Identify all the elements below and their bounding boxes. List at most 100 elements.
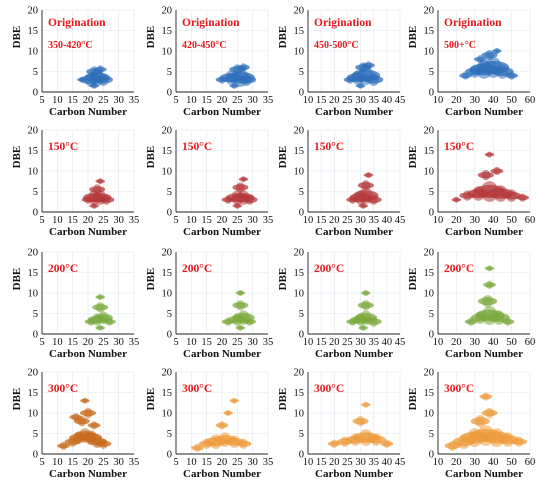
y-tick-label: 15: [162, 388, 173, 399]
data-marker: [72, 412, 80, 422]
x-tick-label: 45: [395, 215, 406, 226]
x-axis-label: Carbon Number: [315, 106, 393, 118]
x-axis-label: Carbon Number: [445, 226, 523, 238]
x-tick-label: 25: [342, 215, 353, 226]
y-tick-label: 5: [33, 309, 38, 320]
x-tick-label: 50: [506, 95, 517, 106]
panel-subtitle: 450-500°C: [314, 40, 359, 51]
x-tick-label: 40: [382, 95, 393, 106]
data-marker: [486, 151, 493, 158]
data-marker: [368, 73, 379, 86]
x-tick-label: 30: [470, 337, 481, 348]
data-marker: [82, 397, 88, 404]
panel-title: Origination: [444, 17, 502, 29]
x-tick-label: 35: [368, 95, 379, 106]
data-marker: [508, 71, 516, 80]
y-tick-label: 0: [33, 88, 38, 99]
y-tick-label: 15: [28, 26, 39, 37]
x-tick-label: 30: [470, 457, 481, 468]
data-marker: [365, 171, 372, 179]
x-axis-label: Carbon Number: [445, 468, 523, 480]
y-tick-label: 20: [424, 368, 435, 379]
y-axis-label: DBE: [277, 26, 289, 49]
data-marker: [246, 317, 254, 326]
data-marker: [485, 407, 494, 419]
x-tick-label: 40: [488, 215, 499, 226]
y-tick-label: 0: [33, 208, 38, 219]
data-marker: [360, 202, 366, 209]
data-marker: [245, 194, 255, 205]
y-axis-label: DBE: [277, 146, 289, 169]
data-marker: [92, 184, 102, 195]
y-axis-label: DBE: [145, 388, 157, 411]
data-marker: [234, 202, 240, 209]
data-marker: [236, 182, 245, 193]
x-axis-label: Carbon Number: [49, 106, 127, 118]
panel-subtitle: 300°C: [444, 383, 474, 395]
panel-title: Origination: [48, 17, 106, 29]
x-tick-label: 40: [488, 95, 499, 106]
data-marker: [482, 294, 493, 308]
data-marker: [97, 178, 103, 185]
data-marker: [102, 194, 111, 205]
panel-subtitle: 150°C: [314, 141, 344, 153]
y-tick-label: 20: [424, 6, 435, 17]
x-tick-label: 20: [451, 337, 462, 348]
data-marker: [369, 316, 379, 327]
data-marker: [514, 436, 524, 447]
x-tick-label: 25: [98, 457, 109, 468]
x-tick-label: 10: [52, 457, 63, 468]
y-tick-label: 20: [162, 6, 173, 17]
data-marker: [91, 82, 97, 89]
y-tick-label: 15: [294, 146, 305, 157]
x-tick-label: 20: [83, 337, 94, 348]
y-tick-label: 20: [28, 248, 39, 259]
y-tick-label: 15: [294, 268, 305, 279]
y-axis-label: DBE: [277, 268, 289, 291]
data-marker: [486, 265, 493, 272]
panel-subtitle: 200°C: [48, 263, 78, 275]
data-marker: [97, 324, 103, 331]
data-marker: [356, 416, 365, 427]
x-axis-label: Carbon Number: [315, 348, 393, 360]
panel-subtitle: 420-450°C: [182, 40, 227, 51]
y-tick-label: 20: [424, 248, 435, 259]
x-tick-label: 50: [506, 337, 517, 348]
panel-subtitle: 300°C: [182, 383, 212, 395]
x-tick-label: 10: [433, 457, 444, 468]
panel-subtitle: 200°C: [314, 263, 344, 275]
x-tick-label: 30: [470, 95, 481, 106]
data-marker: [504, 317, 512, 326]
x-tick-label: 20: [83, 215, 94, 226]
x-tick-label: 15: [67, 457, 78, 468]
y-tick-label: 20: [162, 126, 173, 137]
y-tick-label: 10: [424, 47, 435, 58]
x-tick-label: 20: [329, 215, 340, 226]
x-tick-label: 30: [113, 95, 124, 106]
y-tick-label: 15: [424, 146, 435, 157]
data-marker: [59, 441, 67, 450]
x-tick-label: 10: [186, 457, 197, 468]
y-axis-label: DBE: [145, 146, 157, 169]
x-tick-label: 45: [395, 95, 406, 106]
x-tick-label: 35: [263, 95, 274, 106]
data-marker: [97, 293, 103, 301]
data-marker: [357, 82, 364, 89]
x-tick-label: 5: [173, 337, 178, 348]
data-marker: [360, 324, 366, 331]
data-marker: [481, 169, 491, 181]
x-tick-label: 15: [201, 457, 212, 468]
x-tick-label: 10: [433, 215, 444, 226]
y-tick-label: 15: [424, 26, 435, 37]
data-marker: [364, 61, 372, 70]
x-tick-label: 20: [217, 215, 228, 226]
y-tick-label: 10: [28, 167, 39, 178]
data-marker: [231, 397, 237, 404]
x-tick-label: 25: [232, 95, 243, 106]
x-tick-label: 25: [232, 457, 243, 468]
